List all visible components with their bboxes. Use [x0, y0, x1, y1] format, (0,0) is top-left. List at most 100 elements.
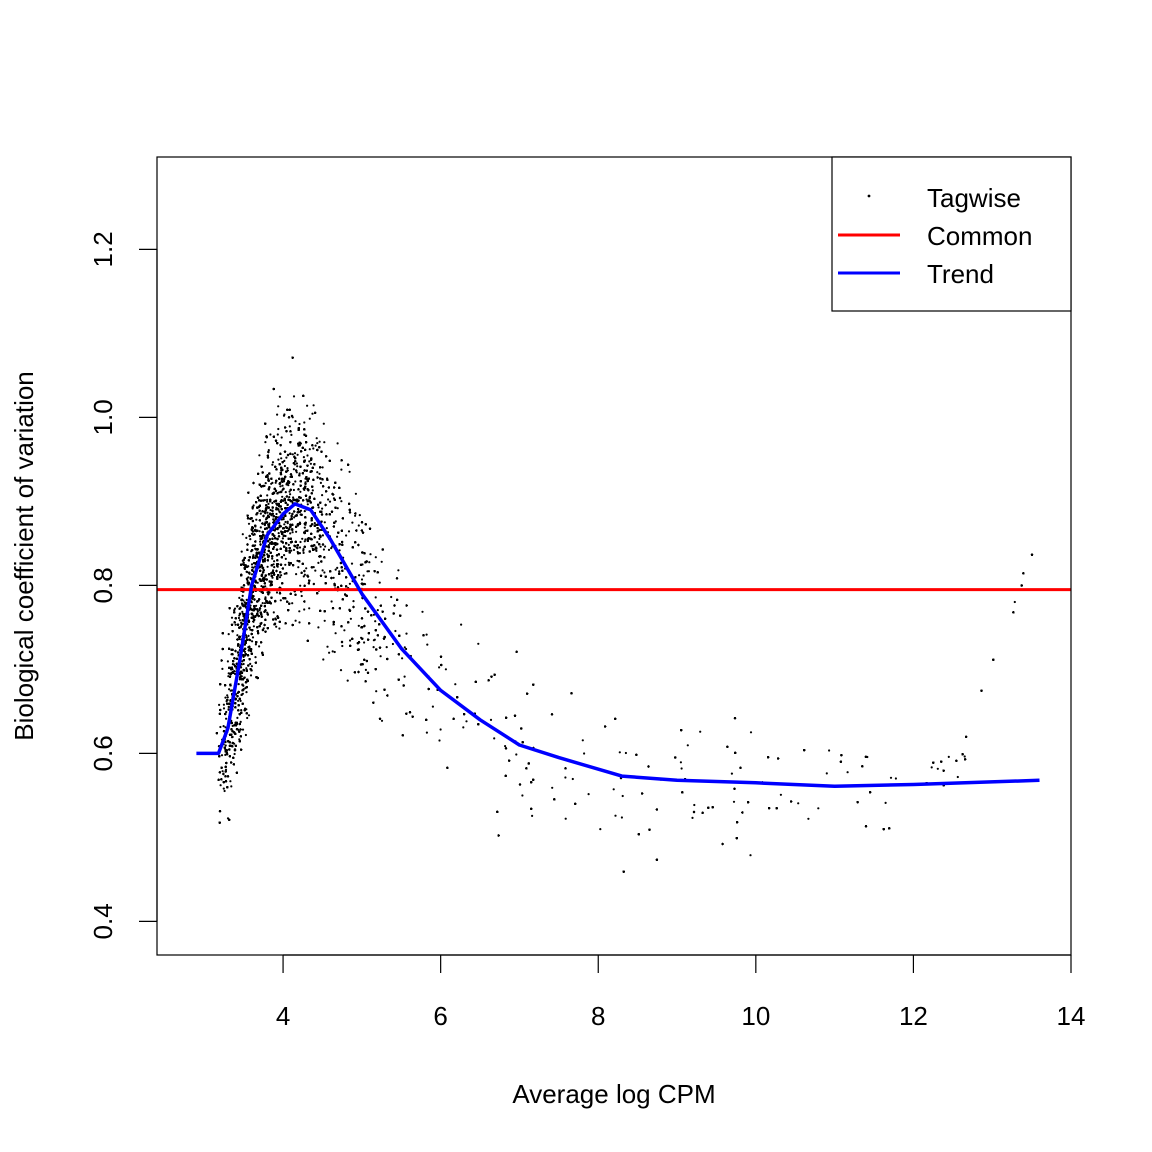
tagwise-point	[258, 454, 261, 457]
tagwise-point	[288, 425, 291, 428]
tagwise-point	[930, 766, 933, 769]
tagwise-point	[298, 610, 301, 613]
tagwise-point	[350, 562, 354, 565]
tagwise-point	[222, 787, 225, 790]
tagwise-point	[378, 581, 381, 584]
tagwise-point	[229, 780, 232, 783]
tagwise-point	[489, 718, 493, 722]
tagwise-point	[462, 726, 465, 729]
tagwise-point	[283, 523, 286, 526]
tagwise-point	[280, 574, 283, 577]
tagwise-point	[219, 784, 222, 787]
tagwise-point	[278, 576, 282, 579]
tagwise-point	[244, 564, 247, 567]
tagwise-point	[302, 456, 305, 459]
tagwise-point	[587, 793, 590, 796]
tagwise-point	[308, 607, 311, 610]
tagwise-point	[258, 609, 261, 612]
tagwise-point	[403, 675, 406, 678]
tagwise-point	[531, 814, 534, 818]
tagwise-point	[336, 507, 339, 510]
tagwise-point	[354, 514, 357, 517]
tagwise-point	[332, 576, 335, 579]
tagwise-point	[316, 442, 319, 445]
tagwise-point	[230, 616, 234, 619]
tagwise-point	[338, 570, 341, 573]
tagwise-point	[293, 516, 296, 519]
tagwise-point	[238, 637, 241, 641]
tagwise-point	[315, 549, 318, 553]
tagwise-point	[271, 501, 274, 505]
tagwise-point	[263, 499, 266, 502]
tagwise-point	[305, 567, 308, 570]
tagwise-point	[267, 449, 270, 452]
tagwise-point	[749, 731, 753, 734]
tagwise-point	[288, 490, 291, 493]
tagwise-point	[229, 689, 232, 692]
tagwise-point	[817, 807, 820, 810]
tagwise-point	[397, 569, 400, 572]
tagwise-point	[303, 573, 306, 576]
tagwise-point	[302, 551, 305, 555]
tagwise-point	[224, 753, 227, 757]
tagwise-point	[343, 629, 346, 632]
tagwise-point	[691, 816, 694, 820]
tagwise-point	[291, 453, 294, 456]
tagwise-point	[624, 751, 628, 755]
tagwise-point	[376, 609, 379, 612]
tagwise-point	[255, 518, 258, 521]
tagwise-point	[252, 566, 255, 569]
tagwise-point	[263, 602, 267, 605]
tagwise-point	[323, 619, 326, 622]
tagwise-point	[252, 544, 255, 547]
tagwise-point	[280, 457, 283, 460]
tagwise-point	[218, 703, 221, 707]
tagwise-point	[236, 716, 239, 720]
tagwise-point	[274, 481, 277, 484]
tagwise-point	[291, 531, 294, 534]
tagwise-point	[303, 421, 306, 424]
tagwise-point	[298, 621, 301, 624]
tagwise-point	[347, 530, 351, 533]
tagwise-point	[614, 814, 617, 817]
tagwise-point	[322, 422, 325, 425]
tagwise-point	[247, 714, 251, 717]
tagwise-point	[252, 625, 255, 628]
tagwise-point	[315, 437, 318, 440]
tagwise-point	[732, 800, 736, 803]
tagwise-point	[273, 519, 276, 522]
tagwise-point	[272, 563, 275, 566]
tagwise-point	[620, 816, 624, 819]
tagwise-point	[250, 563, 254, 566]
tagwise-point	[275, 512, 278, 516]
tagwise-point	[362, 574, 365, 577]
tagwise-point	[421, 610, 424, 613]
tagwise-point	[374, 596, 377, 599]
tagwise-point	[425, 633, 428, 636]
tagwise-point	[227, 705, 230, 709]
tagwise-point	[321, 534, 324, 537]
tagwise-point	[266, 553, 269, 556]
tagwise-point	[314, 569, 317, 572]
tagwise-point	[282, 414, 286, 417]
tagwise-point	[269, 433, 272, 436]
tagwise-points	[215, 356, 1034, 873]
tagwise-point	[405, 647, 408, 651]
tagwise-point	[241, 594, 244, 598]
tagwise-point	[316, 541, 319, 544]
tagwise-point	[328, 651, 331, 654]
tagwise-point	[285, 456, 288, 459]
tagwise-point	[292, 496, 295, 499]
tagwise-point	[266, 611, 269, 614]
tagwise-point	[298, 472, 301, 475]
tagwise-point	[258, 645, 261, 648]
tagwise-point	[227, 633, 230, 636]
tagwise-point	[271, 461, 275, 464]
tagwise-point	[316, 471, 319, 474]
tagwise-point	[372, 646, 375, 649]
tagwise-point	[306, 454, 309, 457]
tagwise-point	[295, 573, 298, 576]
tagwise-point	[251, 640, 254, 643]
tagwise-point	[271, 557, 274, 560]
tagwise-point	[366, 570, 369, 573]
